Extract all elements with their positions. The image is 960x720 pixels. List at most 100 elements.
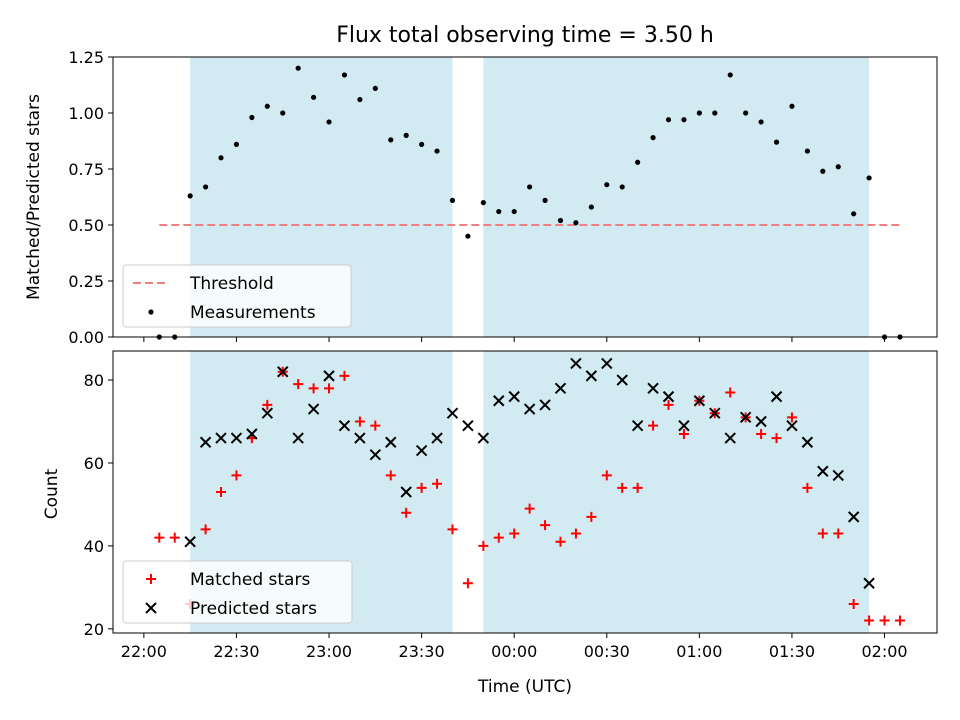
predicted-star-point	[678, 419, 690, 432]
predicted-star-point	[338, 419, 351, 432]
measurement-point	[542, 197, 548, 203]
matched-star-point	[524, 503, 535, 514]
measurement-point	[712, 110, 718, 116]
predicted-star-point	[647, 382, 659, 395]
measurement-point	[681, 117, 687, 123]
measurement-point	[866, 175, 872, 181]
measurement-point	[357, 96, 363, 103]
x-tick-label: 01:30	[769, 642, 815, 661]
predicted-star-point	[446, 407, 459, 419]
predicted-star-point	[292, 432, 304, 444]
chart-title: Flux total observing time = 3.50 h	[336, 23, 714, 48]
predicted-star-point	[385, 436, 397, 448]
predicted-star-point	[801, 436, 814, 448]
matched-star-point	[169, 532, 180, 543]
x-tick-label: 00:30	[584, 642, 630, 661]
predicted-star-point	[462, 419, 474, 432]
predicted-star-point	[863, 577, 875, 589]
predicted-star-point	[739, 411, 752, 424]
x-tick-label: 22:00	[121, 642, 167, 661]
matched-star-point	[354, 416, 365, 427]
legend-label: Matched stars	[190, 570, 310, 590]
matched-star-point	[601, 470, 612, 481]
matched-star-point	[802, 482, 813, 493]
measurement-point	[434, 148, 440, 154]
legend-label: Measurements	[190, 303, 316, 323]
matched-star-point	[570, 528, 581, 539]
y-tick-label: 40	[84, 537, 104, 556]
measurement-point	[758, 119, 764, 125]
measurement-point	[851, 211, 857, 217]
measurement-point	[511, 208, 517, 215]
measurement-point	[218, 155, 224, 161]
predicted-star-point	[184, 536, 196, 548]
measurement-point	[280, 110, 286, 116]
measurement-point	[388, 137, 394, 143]
measurement-point	[665, 117, 672, 123]
measurement-point	[326, 119, 332, 125]
predicted-star-point	[215, 432, 227, 444]
measurement-point	[480, 200, 486, 206]
y-tick-label: 60	[84, 454, 104, 473]
matched-star-point	[540, 520, 551, 531]
matched-star-point	[216, 487, 227, 497]
matched-star-point	[462, 578, 473, 589]
measurement-point	[403, 132, 409, 138]
measurement-point	[773, 139, 780, 145]
predicted-star-point	[261, 407, 274, 419]
predicted-star-point	[817, 465, 829, 477]
measurement-point	[264, 103, 270, 109]
y-tick-label: 0.25	[68, 272, 104, 291]
matched-star-point	[894, 615, 905, 626]
y-tick-label: 1.25	[68, 48, 104, 67]
y-tick-label: 20	[84, 620, 104, 639]
matched-star-point	[586, 511, 597, 522]
predicted-star-point	[770, 390, 783, 403]
measurement-point	[496, 208, 502, 215]
measurement-point	[604, 182, 610, 188]
predicted-star-point	[230, 432, 243, 444]
measurement-point	[449, 197, 456, 203]
matched-star-point	[833, 528, 844, 539]
matched-star-point	[370, 420, 381, 431]
measurement-point	[557, 217, 564, 224]
predicted-star-point	[693, 395, 706, 407]
matched-star-point	[339, 370, 350, 381]
plot-frame	[112, 350, 938, 634]
matched-star-point	[231, 470, 242, 481]
matched-star-point	[401, 507, 412, 518]
matched-star-point	[447, 524, 458, 535]
matched-star-point	[725, 387, 736, 398]
y-tick-label: 0.00	[68, 328, 104, 347]
matched-star-point	[432, 478, 443, 489]
predicted-star-point	[523, 403, 536, 415]
measurement-point	[619, 184, 625, 190]
predicted-star-point	[662, 390, 675, 403]
predicted-star-point	[554, 382, 567, 395]
top-plot: 0.00 0.25 0.50 0.75 1.00 1.25 Threshold Measure…	[68, 48, 938, 347]
matched-star-point	[478, 540, 489, 551]
matched-star-point	[678, 428, 689, 439]
matched-star-point	[262, 399, 273, 410]
measurement-point	[743, 110, 749, 116]
predicted-star-point	[354, 432, 366, 444]
matched-star-point	[324, 383, 335, 394]
predicted-star-point	[323, 370, 335, 382]
matched-star-point	[632, 482, 643, 493]
measurement-point	[233, 141, 240, 147]
matched-star-point	[864, 615, 875, 626]
matched-star-point	[493, 532, 504, 543]
measurement-point	[635, 159, 641, 165]
predicted-star-point	[616, 374, 628, 386]
predicted-star-point	[570, 357, 582, 370]
x-tick-label: 22:30	[213, 642, 259, 661]
legend-label: Threshold	[189, 274, 274, 294]
predicted-star-point	[493, 395, 505, 407]
matched-star-point	[771, 433, 782, 444]
predicted-star-point	[832, 469, 844, 482]
bottom-xlabel: Time (UTC)	[477, 677, 572, 697]
measurement-point	[835, 164, 841, 170]
legend-box	[122, 560, 353, 624]
matched-star-point	[509, 528, 520, 539]
